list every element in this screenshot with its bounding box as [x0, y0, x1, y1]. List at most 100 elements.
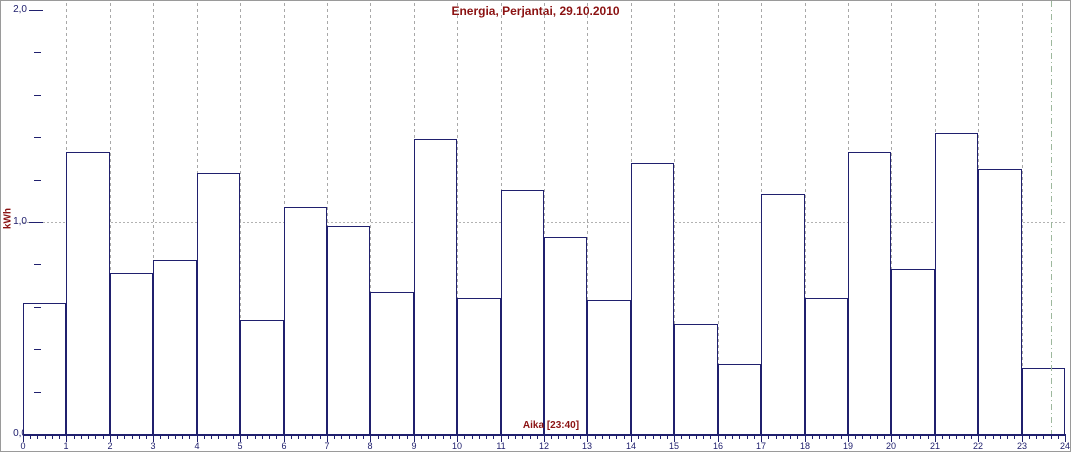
x-minor-tick	[862, 436, 863, 439]
x-minor-tick	[689, 436, 690, 439]
x-tick-label-23: 23	[1016, 441, 1027, 451]
x-tick-label-1: 1	[63, 441, 69, 451]
x-minor-tick	[88, 436, 89, 439]
x-minor-tick	[754, 436, 755, 439]
x-tick-label-22: 22	[972, 441, 983, 451]
hour-gridline-16	[718, 3, 719, 434]
y-minor-tick	[34, 95, 41, 96]
x-major-tick-15	[674, 436, 675, 442]
bar-hour-14	[631, 163, 674, 434]
bar-hour-23	[1022, 368, 1065, 434]
y-minor-tick	[34, 349, 41, 350]
y-minor-tick	[34, 392, 41, 393]
x-tick-label-3: 3	[150, 441, 156, 451]
x-minor-tick	[703, 436, 704, 439]
x-minor-tick	[660, 436, 661, 439]
x-minor-tick	[638, 436, 639, 439]
x-minor-tick	[95, 436, 96, 439]
x-minor-tick	[168, 436, 169, 439]
hour-gridline-5	[240, 3, 241, 434]
x-minor-tick	[139, 436, 140, 439]
bar-hour-6	[284, 207, 327, 434]
x-minor-tick	[30, 436, 31, 439]
x-major-tick-0	[23, 436, 24, 442]
y-minor-tick	[34, 180, 41, 181]
x-minor-tick	[117, 436, 118, 439]
x-minor-tick	[37, 436, 38, 439]
x-major-tick-17	[761, 436, 762, 442]
x-major-tick-5	[240, 436, 241, 442]
x-minor-tick	[783, 436, 784, 439]
x-minor-tick	[211, 436, 212, 439]
x-minor-tick	[472, 436, 473, 439]
x-minor-tick	[877, 436, 878, 439]
x-minor-tick	[826, 436, 827, 439]
x-minor-tick	[341, 436, 342, 439]
x-minor-tick	[399, 436, 400, 439]
x-minor-tick	[443, 436, 444, 439]
x-minor-tick	[305, 436, 306, 439]
x-major-tick-21	[935, 436, 936, 442]
hour-gridline-23	[1022, 3, 1023, 434]
x-minor-tick	[515, 436, 516, 439]
y-major-tick-0	[29, 434, 43, 435]
x-minor-tick	[378, 436, 379, 439]
time-cursor-line[interactable]	[1051, 1, 1052, 434]
x-minor-tick	[486, 436, 487, 439]
x-minor-tick	[624, 436, 625, 439]
x-minor-tick	[696, 436, 697, 439]
x-tick-label-21: 21	[929, 441, 940, 451]
x-minor-tick	[928, 436, 929, 439]
hour-gridline-18	[805, 3, 806, 434]
x-minor-tick	[870, 436, 871, 439]
x-minor-tick	[747, 436, 748, 439]
x-major-tick-8	[370, 436, 371, 442]
x-minor-tick	[81, 436, 82, 439]
x-major-tick-12	[544, 436, 545, 442]
x-minor-tick	[146, 436, 147, 439]
x-minor-tick	[189, 436, 190, 439]
x-tick-label-11: 11	[496, 441, 506, 451]
x-minor-tick	[956, 436, 957, 439]
x-minor-tick	[204, 436, 205, 439]
x-minor-tick	[175, 436, 176, 439]
x-minor-tick	[595, 436, 596, 439]
x-minor-tick	[356, 436, 357, 439]
x-minor-tick	[312, 436, 313, 439]
x-minor-tick	[768, 436, 769, 439]
y-major-tick-2	[29, 10, 43, 11]
x-tick-label-16: 16	[712, 441, 723, 451]
x-minor-tick	[233, 436, 234, 439]
bar-hour-12	[544, 237, 587, 434]
x-minor-tick	[421, 436, 422, 439]
x-minor-tick	[392, 436, 393, 439]
x-minor-tick	[103, 436, 104, 439]
x-tick-label-5: 5	[237, 441, 243, 451]
x-minor-tick	[645, 436, 646, 439]
x-major-tick-3	[153, 436, 154, 442]
x-major-tick-18	[805, 436, 806, 442]
x-minor-tick	[841, 436, 842, 439]
x-tick-label-24: 24	[1059, 441, 1070, 451]
x-minor-tick	[160, 436, 161, 439]
bar-hour-1	[66, 152, 110, 434]
x-minor-tick	[262, 436, 263, 439]
bar-hour-2	[110, 273, 153, 434]
hour-gridline-15	[674, 3, 675, 434]
y-minor-tick	[34, 264, 41, 265]
x-tick-label-6: 6	[281, 441, 287, 451]
bar-hour-0	[23, 303, 66, 434]
x-minor-tick	[913, 436, 914, 439]
x-major-tick-10	[457, 436, 458, 442]
x-minor-tick	[566, 436, 567, 439]
x-minor-tick	[74, 436, 75, 439]
hour-gridline-13	[587, 3, 588, 434]
x-tick-label-9: 9	[411, 441, 417, 451]
bar-hour-10	[457, 298, 501, 434]
bar-hour-7	[327, 226, 370, 434]
x-minor-tick	[291, 436, 292, 439]
x-minor-tick	[833, 436, 834, 439]
y-major-tick-1	[29, 222, 43, 223]
x-minor-tick	[971, 436, 972, 439]
x-minor-tick	[602, 436, 603, 439]
